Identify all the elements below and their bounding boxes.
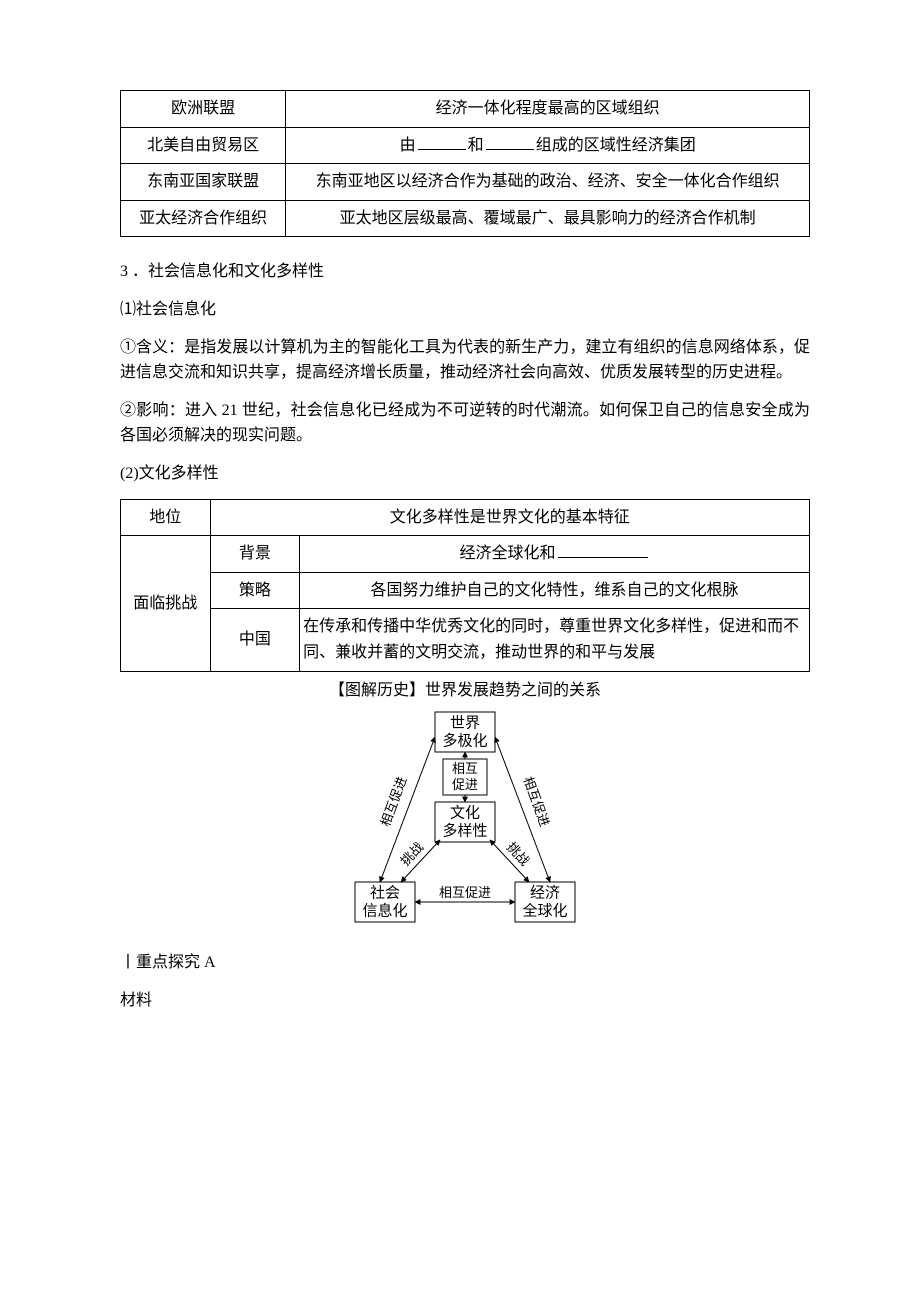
node-center-l1: 文化 [450,805,480,822]
cell: 经济全球化和 [300,536,810,573]
node-right-l1: 经济 [530,885,560,902]
text: 组成的区域性经济集团 [536,137,696,154]
edge-label-tr: 相互促进 [520,775,552,829]
table-row: 地位 文化多样性是世界文化的基本特征 [121,499,810,536]
cell: 策略 [210,572,300,609]
fill-blank [418,133,466,149]
cell: 中国 [210,609,300,671]
cell: 地位 [121,499,211,536]
desc-cell: 亚太地区层级最高、覆域最广、最具影响力的经济合作机制 [286,200,810,237]
table-row: 中国 在传承和传播中华优秀文化的同时，尊重世界文化多样性，促进和而不同、兼收并蓄… [121,609,810,671]
text: 经济全球化和 [460,545,556,562]
fill-blank [558,542,648,558]
regional-orgs-table: 欧洲联盟 经济一体化程度最高的区域组织 北美自由贸易区 由 和 组成的区域性经济集团… [120,90,810,237]
node-top-l1: 世界 [450,715,480,732]
table-row: 亚太经济合作组织 亚太地区层级最高、覆域最广、最具影响力的经济合作机制 [121,200,810,237]
diagram-caption: 【图解历史】世界发展趋势之间的关系 [329,678,601,704]
subheading: (2)文化多样性 [120,461,810,487]
table-row: 面临挑战 背景 经济全球化和 [121,536,810,573]
node-center-l2: 多样性 [442,823,487,840]
table-row: 北美自由贸易区 由 和 组成的区域性经济集团 [121,127,810,164]
cell: 背景 [210,536,300,573]
node-left-l2: 信息化 [362,903,407,920]
section-heading: 3 ．社会信息化和文化多样性 [120,259,810,285]
table-row: 策略 各国努力维护自己的文化特性，维系自己的文化根脉 [121,572,810,609]
material-heading: 材料 [120,988,810,1014]
diagram-svg: 世界 多极化 文化 多样性 社会 信息化 经济 全球化 相互 促进 相互促进 相… [335,707,595,932]
text: 由 [400,137,416,154]
desc-cell: 经济一体化程度最高的区域组织 [286,91,810,128]
fill-blank [486,133,534,149]
edge-label-cl: 挑战 [398,839,427,868]
edge-label-cr: 挑战 [504,839,533,868]
edge-label-top1: 相互 [452,761,478,776]
desc-cell: 东南亚地区以经济合作为基础的政治、经济、安全一体化合作组织 [286,164,810,201]
edge-label-top2: 促进 [452,777,478,792]
text: 和 [468,137,484,154]
org-cell: 东南亚国家联盟 [121,164,286,201]
trend-diagram: 【图解历史】世界发展趋势之间的关系 世界 多极化 文化 多样性 社会 信息化 经… [120,678,810,933]
cell: 各国努力维护自己的文化特性，维系自己的文化根脉 [300,572,810,609]
edge-label-tl: 相互促进 [378,775,410,829]
table-row: 东南亚国家联盟 东南亚地区以经济合作为基础的政治、经济、安全一体化合作组织 [121,164,810,201]
subheading: ⑴社会信息化 [120,297,810,323]
paragraph: ①含义：是指发展以计算机为主的智能化工具为代表的新生产力，建立有组织的信息网络体… [120,335,810,386]
cell: 面临挑战 [121,536,211,671]
edge-label-bottom: 相互促进 [439,885,491,900]
org-cell: 北美自由贸易区 [121,127,286,164]
focus-heading: 丨重点探究 A [120,950,810,976]
node-top-l2: 多极化 [442,733,487,750]
desc-cell: 由 和 组成的区域性经济集团 [286,127,810,164]
node-left-l1: 社会 [370,885,400,902]
org-cell: 亚太经济合作组织 [121,200,286,237]
cell: 在传承和传播中华优秀文化的同时，尊重世界文化多样性，促进和而不同、兼收并蓄的文明… [300,609,810,671]
node-right-l2: 全球化 [522,902,567,920]
table-row: 欧洲联盟 经济一体化程度最高的区域组织 [121,91,810,128]
cell: 文化多样性是世界文化的基本特征 [210,499,809,536]
culture-diversity-table: 地位 文化多样性是世界文化的基本特征 面临挑战 背景 经济全球化和 策略 各国努… [120,499,810,672]
org-cell: 欧洲联盟 [121,91,286,128]
paragraph: ②影响：进入 21 世纪，社会信息化已经成为不可逆转的时代潮流。如何保卫自己的信… [120,398,810,449]
